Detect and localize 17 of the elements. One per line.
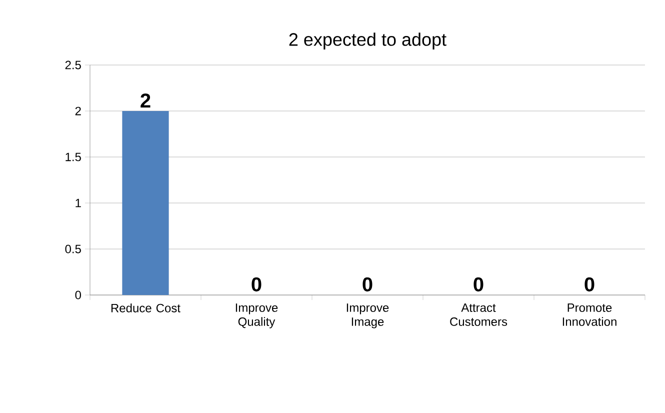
data-label: 0 xyxy=(584,277,594,292)
y-tick-label: 0.5 xyxy=(65,244,81,254)
x-tick-label: Promote Innovation xyxy=(562,304,616,326)
x-tick-label: Improve Quality xyxy=(236,304,278,328)
chart-title: 2 expected to adopt xyxy=(289,32,446,50)
data-label: 0 xyxy=(474,277,484,292)
y-tick-label: 1 xyxy=(76,198,81,208)
y-tick-label: 2.5 xyxy=(65,60,81,70)
data-label: 0 xyxy=(362,277,372,292)
data-label: 0 xyxy=(252,277,262,292)
x-tick-label: Reduce Cost xyxy=(111,304,180,312)
x-tick-label: Attract Customers xyxy=(450,304,508,326)
y-tick-label: 1.5 xyxy=(66,152,81,162)
x-tick-label: Improve Image xyxy=(346,304,389,328)
y-tick-label: 2 xyxy=(75,106,81,116)
data-label: 2 xyxy=(140,94,150,108)
y-tick-label: 0 xyxy=(75,290,82,300)
